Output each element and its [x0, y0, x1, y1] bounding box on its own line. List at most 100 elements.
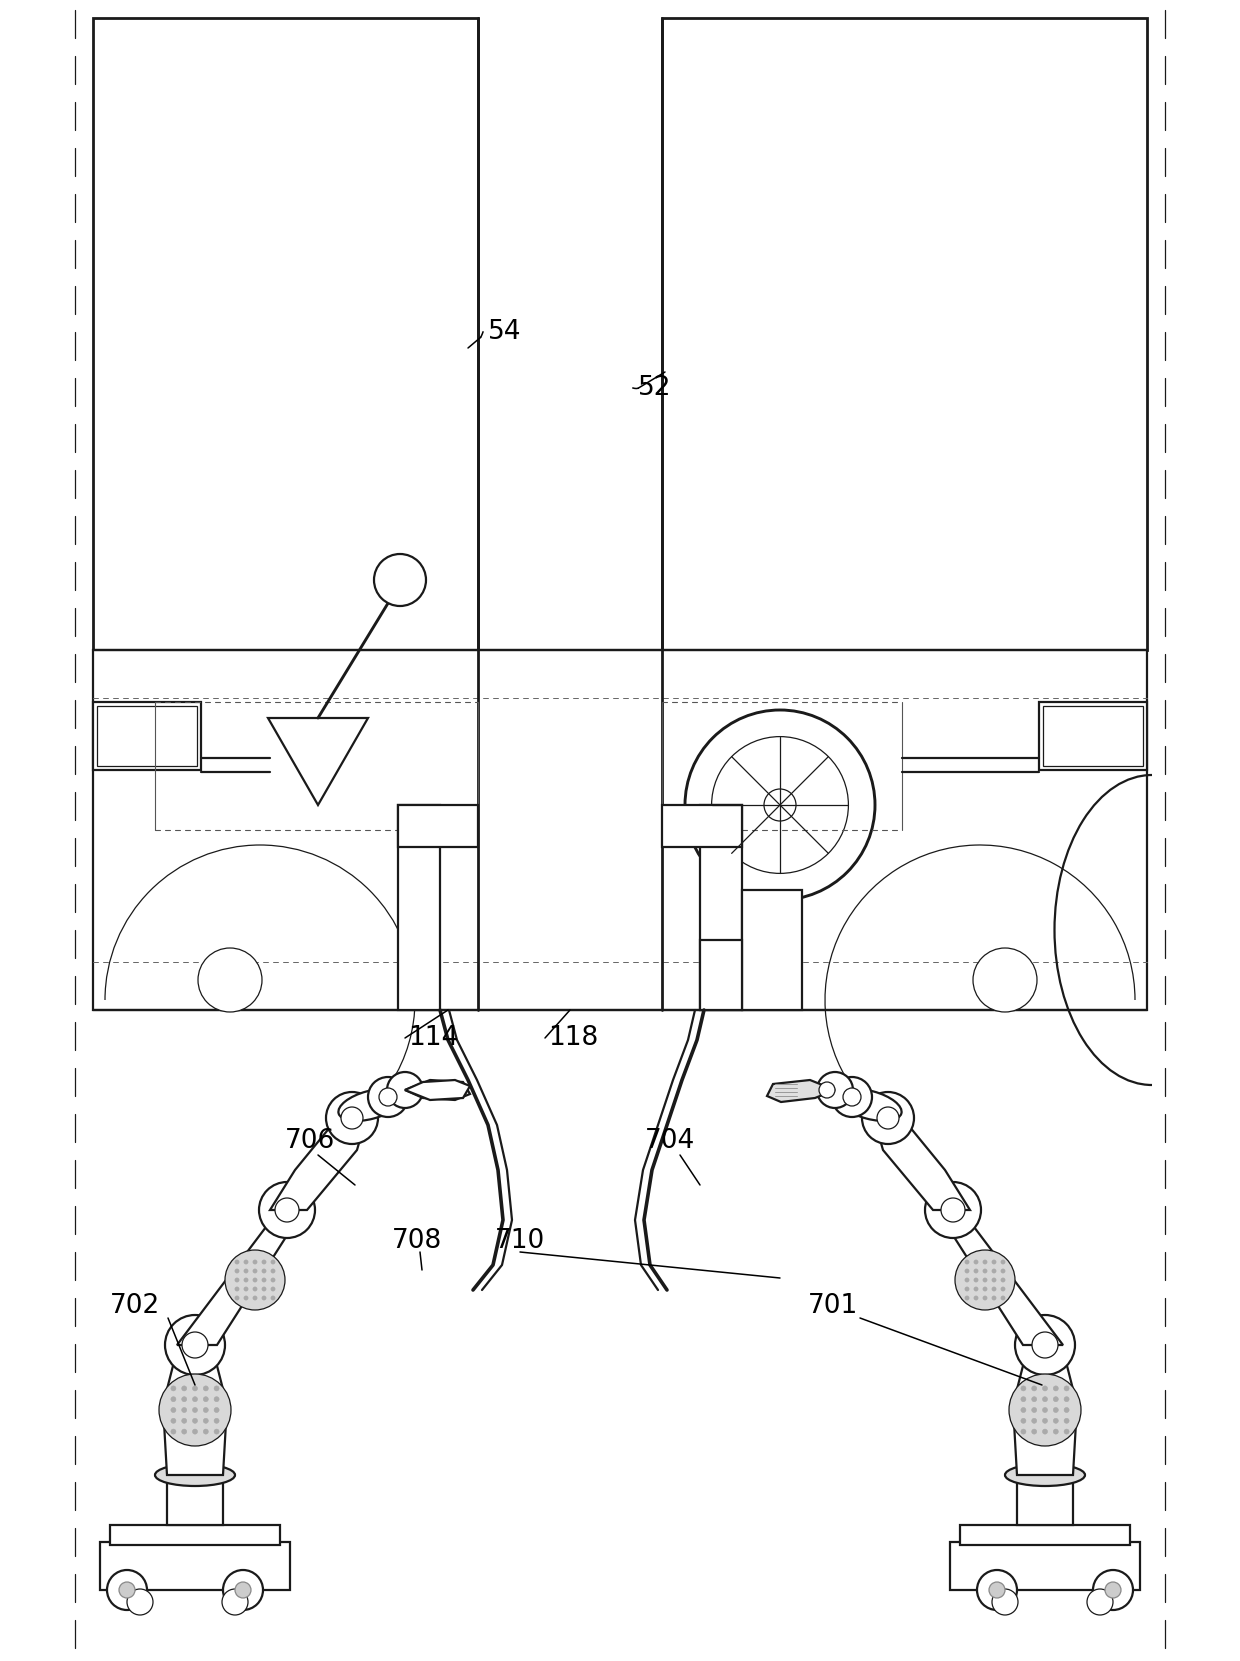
- Text: 708: 708: [392, 1227, 443, 1254]
- Circle shape: [192, 1407, 197, 1412]
- Circle shape: [843, 1088, 861, 1106]
- Circle shape: [983, 1269, 987, 1272]
- Circle shape: [215, 1397, 219, 1402]
- Circle shape: [253, 1269, 257, 1272]
- Circle shape: [1064, 1407, 1069, 1412]
- Circle shape: [234, 1287, 239, 1291]
- Circle shape: [817, 1071, 853, 1108]
- Circle shape: [1064, 1428, 1069, 1433]
- Circle shape: [684, 709, 875, 900]
- Circle shape: [1043, 1407, 1048, 1412]
- Circle shape: [1105, 1581, 1121, 1598]
- Circle shape: [171, 1407, 176, 1412]
- Circle shape: [182, 1385, 187, 1390]
- Bar: [701, 806, 742, 1010]
- Ellipse shape: [155, 1463, 236, 1487]
- Bar: [950, 1541, 1140, 1590]
- Circle shape: [244, 1277, 248, 1282]
- Circle shape: [1001, 1277, 1006, 1282]
- Circle shape: [1001, 1269, 1006, 1272]
- Circle shape: [1087, 1590, 1114, 1614]
- Circle shape: [171, 1418, 176, 1423]
- Circle shape: [215, 1385, 219, 1390]
- Polygon shape: [162, 1350, 227, 1475]
- Circle shape: [1064, 1418, 1069, 1423]
- Circle shape: [387, 1071, 423, 1108]
- Circle shape: [198, 948, 262, 1012]
- Text: 114: 114: [408, 1025, 459, 1051]
- Bar: [100, 1541, 290, 1590]
- Text: 706: 706: [285, 1128, 335, 1154]
- Circle shape: [1064, 1385, 1069, 1390]
- Bar: [742, 890, 802, 1010]
- Polygon shape: [875, 1115, 970, 1209]
- Circle shape: [262, 1296, 267, 1301]
- Polygon shape: [177, 1214, 300, 1345]
- Circle shape: [119, 1581, 135, 1598]
- Bar: [1043, 706, 1143, 766]
- Circle shape: [244, 1287, 248, 1291]
- Circle shape: [270, 1261, 275, 1264]
- Circle shape: [374, 555, 427, 606]
- Circle shape: [222, 1590, 248, 1614]
- Circle shape: [203, 1407, 208, 1412]
- Circle shape: [992, 1261, 996, 1264]
- Circle shape: [1053, 1428, 1058, 1433]
- Bar: [167, 1480, 223, 1525]
- Circle shape: [262, 1269, 267, 1272]
- Circle shape: [1053, 1397, 1058, 1402]
- Bar: [93, 649, 1147, 1010]
- Circle shape: [983, 1287, 987, 1291]
- Circle shape: [877, 1106, 899, 1129]
- Circle shape: [215, 1418, 219, 1423]
- Circle shape: [965, 1277, 970, 1282]
- Text: 702: 702: [110, 1292, 160, 1319]
- Circle shape: [1032, 1397, 1037, 1402]
- Ellipse shape: [1004, 1463, 1085, 1487]
- Circle shape: [983, 1277, 987, 1282]
- Circle shape: [977, 1570, 1017, 1610]
- Ellipse shape: [838, 1090, 901, 1121]
- Circle shape: [244, 1269, 248, 1272]
- Circle shape: [270, 1269, 275, 1272]
- Circle shape: [992, 1590, 1018, 1614]
- Circle shape: [992, 1287, 996, 1291]
- Circle shape: [965, 1296, 970, 1301]
- Bar: [701, 940, 742, 1010]
- Bar: [97, 706, 197, 766]
- Circle shape: [1021, 1397, 1025, 1402]
- Circle shape: [1064, 1397, 1069, 1402]
- Polygon shape: [940, 1214, 1063, 1345]
- Circle shape: [244, 1261, 248, 1264]
- Circle shape: [1032, 1385, 1037, 1390]
- Circle shape: [1043, 1428, 1048, 1433]
- Circle shape: [270, 1296, 275, 1301]
- Circle shape: [171, 1385, 176, 1390]
- Circle shape: [224, 1251, 285, 1311]
- Circle shape: [1053, 1385, 1058, 1390]
- Circle shape: [262, 1277, 267, 1282]
- Circle shape: [983, 1261, 987, 1264]
- Text: 118: 118: [548, 1025, 598, 1051]
- Circle shape: [973, 1269, 978, 1272]
- Circle shape: [1092, 1570, 1133, 1610]
- Circle shape: [270, 1277, 275, 1282]
- Circle shape: [253, 1277, 257, 1282]
- Circle shape: [965, 1261, 970, 1264]
- Circle shape: [1043, 1397, 1048, 1402]
- Circle shape: [965, 1287, 970, 1291]
- Circle shape: [253, 1287, 257, 1291]
- Polygon shape: [405, 1080, 470, 1100]
- Circle shape: [379, 1088, 397, 1106]
- Circle shape: [1021, 1428, 1025, 1433]
- Circle shape: [1053, 1418, 1058, 1423]
- Circle shape: [368, 1076, 408, 1116]
- Circle shape: [236, 1581, 250, 1598]
- Text: 704: 704: [645, 1128, 696, 1154]
- Circle shape: [126, 1590, 153, 1614]
- Circle shape: [182, 1397, 187, 1402]
- Circle shape: [1032, 1428, 1037, 1433]
- Bar: [110, 1525, 280, 1545]
- Text: 52: 52: [639, 375, 672, 400]
- Circle shape: [234, 1261, 239, 1264]
